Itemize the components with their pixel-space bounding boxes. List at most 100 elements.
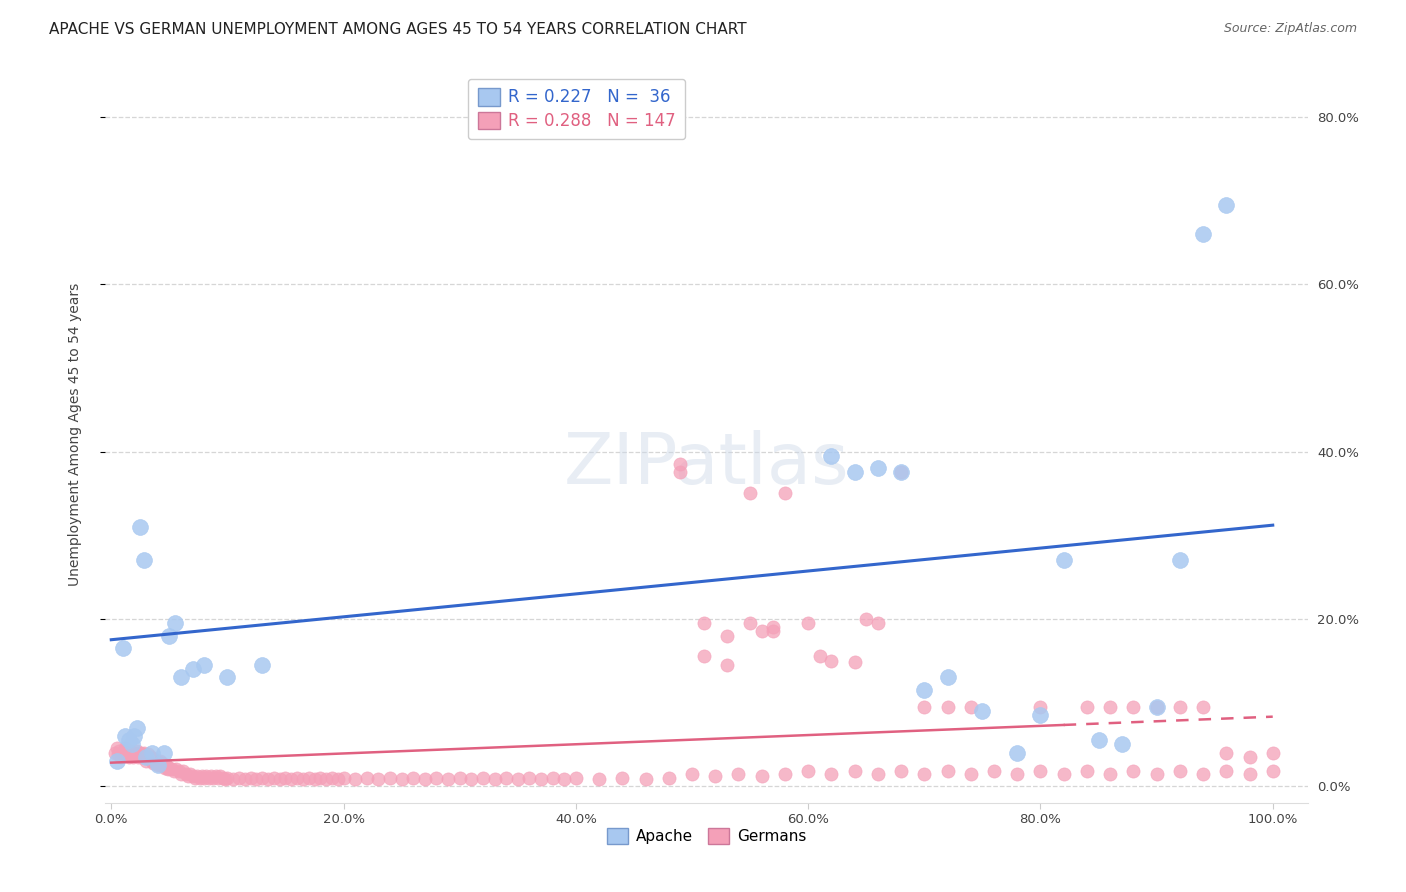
Point: [145, 756, 167, 770]
Point: [1099, 699, 1122, 714]
Point: [1099, 766, 1122, 780]
Point: [157, 628, 180, 642]
Point: [844, 764, 866, 778]
Point: [844, 466, 866, 480]
Point: [107, 747, 129, 762]
Point: [912, 682, 935, 697]
Point: [131, 749, 153, 764]
Point: [751, 769, 773, 783]
Point: [1029, 764, 1052, 778]
Point: [844, 655, 866, 669]
Point: [1261, 746, 1284, 760]
Point: [163, 764, 186, 778]
Point: [143, 752, 166, 766]
Point: [773, 486, 796, 500]
Point: [751, 624, 773, 639]
Legend: Apache, Germans: Apache, Germans: [600, 822, 813, 850]
Point: [105, 741, 128, 756]
Point: [530, 772, 553, 787]
Point: [135, 749, 157, 764]
Y-axis label: Unemployment Among Ages 45 to 54 years: Unemployment Among Ages 45 to 54 years: [67, 284, 82, 586]
Point: [588, 772, 610, 787]
Point: [186, 769, 208, 783]
Point: [309, 771, 332, 785]
Point: [704, 769, 727, 783]
Point: [344, 772, 367, 787]
Point: [356, 771, 378, 785]
Point: [912, 699, 935, 714]
Point: [110, 749, 132, 764]
Point: [127, 749, 149, 764]
Point: [716, 628, 738, 642]
Point: [263, 771, 285, 785]
Point: [139, 749, 162, 764]
Point: [112, 744, 135, 758]
Point: [105, 754, 128, 768]
Point: [866, 461, 889, 475]
Point: [495, 771, 517, 785]
Point: [117, 746, 139, 760]
Point: [1239, 749, 1261, 764]
Point: [132, 553, 155, 567]
Point: [280, 772, 302, 787]
Point: [797, 764, 820, 778]
Point: [315, 772, 337, 787]
Point: [912, 766, 935, 780]
Point: [160, 762, 183, 776]
Point: [257, 772, 280, 787]
Point: [193, 771, 215, 785]
Point: [115, 747, 138, 762]
Point: [228, 771, 250, 785]
Point: [134, 749, 156, 764]
Point: [156, 761, 179, 775]
Point: [437, 772, 460, 787]
Point: [326, 772, 349, 787]
Point: [165, 762, 187, 776]
Point: [1005, 746, 1028, 760]
Point: [124, 747, 146, 762]
Point: [1192, 766, 1215, 780]
Point: [1111, 737, 1133, 751]
Point: [519, 771, 541, 785]
Point: [252, 771, 274, 785]
Point: [890, 466, 912, 480]
Point: [131, 747, 153, 762]
Point: [142, 756, 165, 770]
Point: [797, 615, 820, 630]
Point: [125, 721, 148, 735]
Point: [211, 771, 233, 785]
Point: [153, 761, 176, 775]
Point: [506, 772, 529, 787]
Point: [820, 766, 842, 780]
Point: [413, 772, 436, 787]
Point: [612, 771, 634, 785]
Point: [239, 771, 262, 785]
Point: [762, 624, 785, 639]
Point: [152, 746, 174, 760]
Point: [152, 758, 174, 772]
Point: [1168, 553, 1191, 567]
Point: [1029, 708, 1052, 723]
Point: [252, 657, 274, 672]
Point: [808, 649, 831, 664]
Point: [1168, 764, 1191, 778]
Point: [111, 747, 134, 762]
Point: [129, 746, 152, 760]
Text: APACHE VS GERMAN UNEMPLOYMENT AMONG AGES 45 TO 54 YEARS CORRELATION CHART: APACHE VS GERMAN UNEMPLOYMENT AMONG AGES…: [49, 22, 747, 37]
Point: [179, 766, 201, 780]
Point: [1261, 764, 1284, 778]
Point: [727, 766, 749, 780]
Point: [121, 746, 143, 760]
Point: [1168, 699, 1191, 714]
Point: [165, 615, 187, 630]
Point: [285, 771, 308, 785]
Point: [118, 733, 141, 747]
Point: [136, 749, 159, 764]
Point: [1087, 733, 1109, 747]
Point: [1146, 699, 1168, 714]
Text: ZIPatlas: ZIPatlas: [564, 430, 849, 499]
Point: [191, 769, 214, 783]
Point: [157, 762, 180, 776]
Point: [1146, 766, 1168, 780]
Point: [738, 615, 761, 630]
